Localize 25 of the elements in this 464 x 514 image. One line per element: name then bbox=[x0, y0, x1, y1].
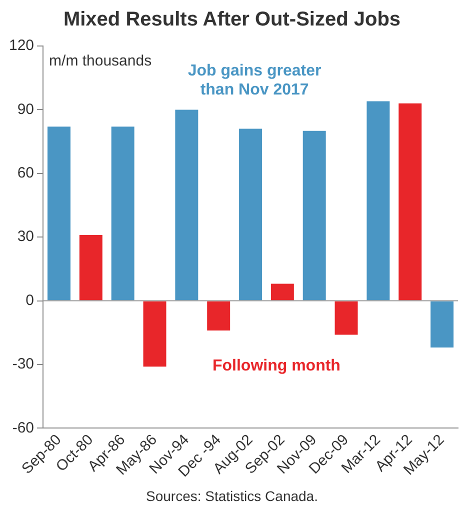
bar bbox=[430, 301, 454, 348]
bar bbox=[398, 103, 422, 300]
annotation: m/m thousands bbox=[49, 52, 152, 70]
bar bbox=[175, 110, 198, 300]
bar bbox=[239, 128, 262, 300]
bar bbox=[302, 130, 326, 300]
y-tick-label: 90 bbox=[17, 100, 34, 118]
source-note: Sources: Statistics Canada. bbox=[145, 488, 319, 504]
bar bbox=[270, 284, 294, 300]
bar bbox=[334, 301, 358, 335]
bar bbox=[143, 301, 166, 367]
chart-title: Mixed Results After Out-Sized Jobs bbox=[63, 8, 401, 31]
bar bbox=[79, 234, 102, 300]
bar bbox=[111, 126, 134, 300]
bar bbox=[47, 126, 70, 300]
y-tick-label: 0 bbox=[26, 292, 34, 309]
bar bbox=[366, 101, 390, 300]
annotation: Job gains greater than Nov 2017 bbox=[188, 62, 322, 98]
bar bbox=[207, 301, 230, 330]
y-tick-label: 120 bbox=[8, 37, 34, 54]
annotation: Following month bbox=[212, 357, 340, 374]
y-tick-label: -60 bbox=[12, 419, 34, 436]
y-tick-label: 60 bbox=[17, 164, 34, 182]
y-tick-label: -30 bbox=[12, 356, 34, 373]
y-tick-label: 30 bbox=[17, 228, 34, 246]
